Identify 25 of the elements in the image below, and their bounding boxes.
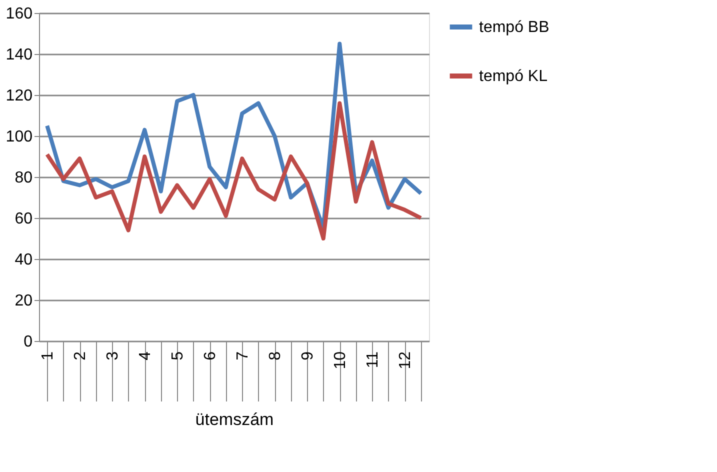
y-tick-label: 0 [24,334,33,350]
x-tick-label: 8 [267,351,284,360]
y-tick-label: 40 [14,252,33,268]
x-tick-label: 10 [332,351,350,370]
y-tick-label: 60 [14,210,33,228]
y-tick-label: 80 [14,170,33,186]
y-tick-label: 160 [6,6,33,22]
x-tick-label: 7 [234,351,252,360]
x-tick-label: 9 [300,351,317,360]
x-tick-label: 6 [202,351,220,360]
legend-label: tempó KL [479,68,548,85]
line-series [45,101,423,240]
x-tick-label: 2 [72,351,90,360]
x-axis-title: ütemszám [195,410,274,429]
x-tick-label: 12 [397,351,414,370]
x-tick-label: 1 [40,351,57,360]
x-tick-label: 3 [104,351,122,360]
y-tick-label: 120 [6,88,33,104]
y-tick-label: 100 [6,128,33,146]
legend-label: tempó BB [479,19,550,36]
y-tick-label: 140 [6,46,33,64]
y-tick-label: 20 [14,292,33,310]
x-tick-label: 4 [137,351,154,360]
x-tick-label: 11 [364,351,382,368]
x-tick-label: 5 [170,351,187,360]
